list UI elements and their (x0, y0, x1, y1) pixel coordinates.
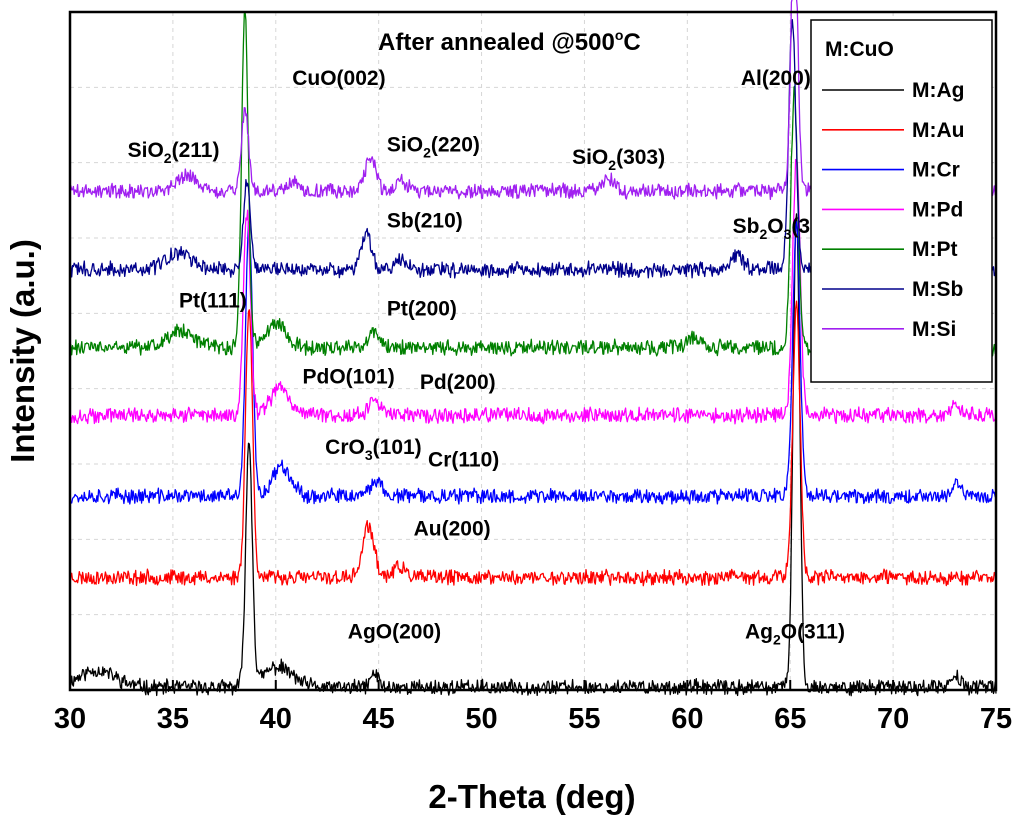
legend-item-m-cr: M:Cr (822, 159, 960, 182)
series-line-m-au (69, 300, 997, 587)
legend-label: M:Sb (912, 278, 963, 301)
annotation-layer: CuO(002) Al(200) SiO2(211) SiO2(220) SiO2(30… (128, 67, 845, 647)
series-line-m-cr (69, 220, 997, 505)
annotation-sio2-303: SiO2(303) (572, 146, 665, 173)
y-axis-title: Intensity (a.u.) (4, 239, 41, 463)
chart-title: After annealed @500oC (378, 27, 641, 56)
annotation-al-200: Al(200) (741, 67, 811, 90)
legend-item-m-pd: M:Pd (822, 198, 963, 221)
legend: M:CuO M:Ag M:Au M:Cr M:Pd M:Pt M:Sb M:Si (810, 19, 993, 383)
annotation-pdo-101: PdO(101) (303, 366, 395, 389)
x-axis-title: 2-Theta (deg) (428, 778, 635, 815)
legend-label: M:Si (912, 318, 956, 341)
annotation-cuo-002: CuO(002) (292, 67, 385, 90)
annotation-pd-200: Pd(200) (420, 371, 496, 394)
chart-title-tail: C (623, 29, 640, 56)
x-tick-label: 65 (774, 703, 806, 735)
legend-item-m-pt: M:Pt (822, 238, 958, 261)
annotation-sb-210: Sb(210) (387, 210, 463, 233)
series-line-m-pd (69, 158, 997, 425)
legend-box (810, 19, 993, 383)
x-tick-label: 60 (671, 703, 703, 735)
legend-item-m-sb: M:Sb (822, 278, 963, 301)
annotation-cro3-101: CrO3(101) (325, 436, 422, 463)
x-tick-label: 75 (980, 703, 1012, 735)
annotation-pt-200: Pt(200) (387, 298, 457, 321)
legend-title: M:CuO (825, 38, 894, 61)
x-tick-label: 55 (568, 703, 600, 735)
chart-title-sup: o (615, 27, 624, 43)
tick-layer: 30 35 40 45 50 55 60 65 70 75 (54, 680, 1012, 735)
legend-items: M:Ag M:Au M:Cr M:Pd M:Pt M:Sb M:Si (822, 79, 964, 341)
legend-label: M:Pd (912, 198, 963, 221)
legend-label: M:Ag (912, 79, 964, 102)
annotation-pt-111: Pt(111) (179, 290, 247, 313)
legend-item-m-ag: M:Ag (822, 79, 964, 102)
legend-label: M:Pt (912, 238, 958, 261)
x-tick-label: 50 (465, 703, 497, 735)
legend-label: M:Cr (912, 159, 960, 182)
x-tick-label: 45 (363, 703, 395, 735)
annotation-sio2-211: SiO2(211) (128, 139, 220, 166)
x-tick-label: 30 (54, 703, 86, 735)
x-tick-label: 40 (260, 703, 292, 735)
annotation-sio2-220: SiO2(220) (387, 134, 480, 161)
annotation-au-200: Au(200) (414, 517, 491, 540)
annotation-cr-110: Cr(110) (428, 448, 499, 471)
annotation-ago-200: AgO(200) (348, 620, 441, 643)
legend-item-m-au: M:Au (822, 119, 964, 142)
legend-label: M:Au (912, 119, 964, 142)
x-tick-label: 35 (157, 703, 189, 735)
annotation-ag2o-311: Ag2O(311) (745, 620, 845, 647)
x-tick-label: 70 (877, 703, 909, 735)
chart-title-main: After annealed @500 (378, 29, 615, 56)
legend-item-m-si: M:Si (822, 318, 956, 341)
